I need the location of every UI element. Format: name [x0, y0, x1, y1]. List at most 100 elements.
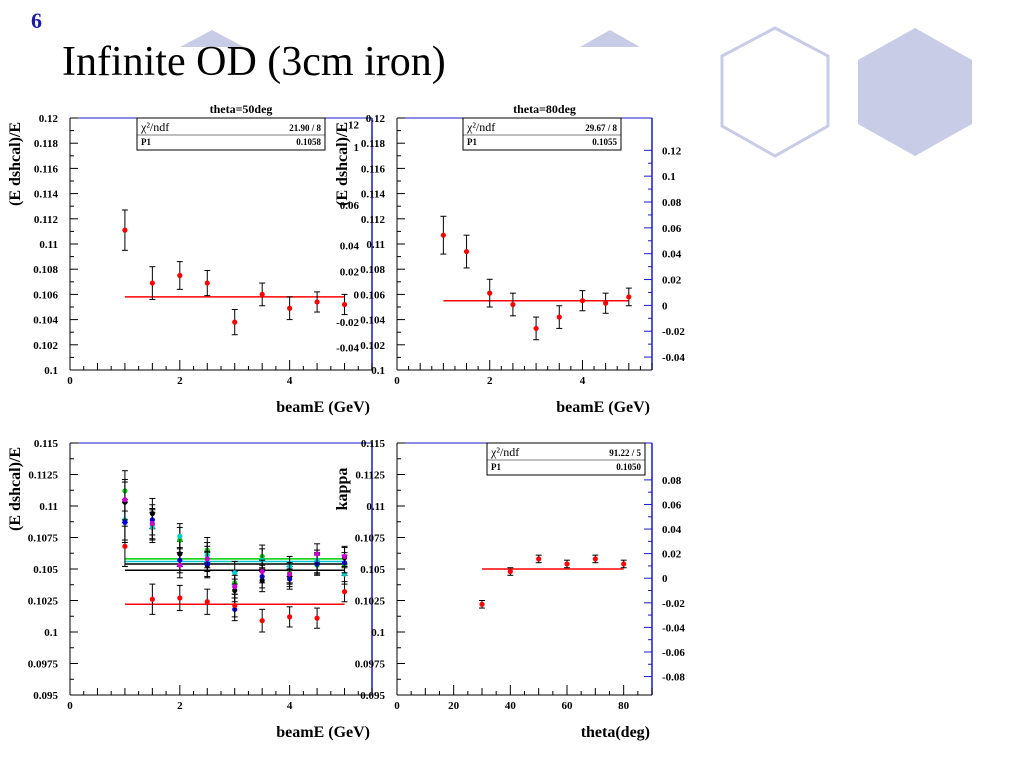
data-point — [507, 568, 513, 575]
y-tick-label: 0.102 — [360, 340, 385, 352]
data-point — [149, 521, 155, 527]
stats-value: 0.1055 — [592, 137, 617, 147]
data-point — [510, 301, 516, 308]
right-y-tick-label: 0 — [662, 573, 668, 585]
x-axis-label: beamE (GeV) — [556, 399, 650, 416]
right-y-tick-label: -0.02 — [662, 326, 685, 338]
y-tick-label: 0.0975 — [28, 659, 59, 671]
y-tick-label: 0.108 — [33, 264, 58, 276]
y-tick-label: 0.1125 — [355, 470, 385, 482]
x-tick-label: 2 — [487, 375, 493, 387]
right-y-tick-label: 0.06 — [662, 499, 682, 511]
y-tick-label: 0.12 — [366, 113, 386, 125]
x-tick-label: 4 — [287, 700, 293, 712]
data-point — [287, 571, 293, 577]
y-tick-label: 0.12 — [39, 113, 59, 125]
data-point — [579, 298, 586, 304]
data-point — [204, 556, 210, 562]
data-point — [533, 325, 539, 332]
data-point — [122, 227, 128, 233]
stats-label: P1 — [491, 462, 501, 472]
y-tick-label: 0.102 — [33, 340, 58, 352]
y-tick-label: 0.115 — [361, 438, 386, 450]
chart-title: theta=50deg — [210, 102, 273, 116]
y-tick-label: 0.1025 — [355, 596, 386, 608]
data-point — [536, 556, 542, 562]
y-tick-label: 0.105 — [33, 564, 58, 576]
y-axis-label: (E dshcal)/E — [7, 122, 24, 206]
x-axis-label: theta(deg) — [581, 724, 650, 741]
data-point — [149, 280, 155, 286]
stats-label: P1 — [467, 137, 477, 147]
y-tick-label: 0.105 — [360, 564, 385, 576]
slide-title: Infinite OD (3cm iron) — [62, 39, 446, 85]
data-point — [232, 319, 238, 325]
stats-value: 0.1058 — [296, 137, 321, 147]
slide-number: 6 — [31, 8, 42, 33]
data-point — [177, 272, 183, 279]
chart-title: theta=80deg — [513, 102, 576, 116]
overlapped-axis-label: -0.02 — [336, 317, 359, 329]
data-point — [341, 301, 348, 308]
y-tick-label: 0.1075 — [355, 533, 386, 545]
data-point — [259, 291, 265, 297]
overlapped-axis-label: 0.04 — [340, 240, 360, 252]
x-tick-label: 2 — [177, 700, 183, 712]
stats-box — [136, 117, 326, 151]
x-tick-label: 40 — [505, 700, 517, 712]
data-point — [287, 614, 293, 620]
data-point — [314, 615, 320, 621]
right-y-tick-label: 0.08 — [662, 475, 682, 487]
y-tick-label: 0.1125 — [28, 470, 58, 482]
x-tick-label: 0 — [394, 375, 400, 387]
stats-value: 21.90 / 8 — [289, 123, 321, 133]
right-y-tick-label: 0.1 — [662, 171, 676, 183]
y-tick-label: 0.116 — [361, 163, 386, 175]
data-point — [204, 599, 210, 605]
y-tick-label: 0.1075 — [28, 533, 59, 545]
y-tick-label: 0.106 — [360, 289, 385, 301]
hexagon-filled-right — [858, 28, 972, 156]
x-tick-label: 0 — [394, 700, 400, 712]
data-point — [314, 551, 320, 557]
right-y-tick-label: 0 — [662, 300, 668, 312]
right-y-tick-label: 0.08 — [662, 197, 682, 209]
y-tick-label: 0.1 — [44, 365, 58, 377]
y-tick-label: 0.104 — [33, 315, 58, 327]
y-tick-label: 0.1 — [371, 365, 385, 377]
x-axis-label: beamE (GeV) — [276, 399, 370, 416]
data-point — [232, 602, 238, 609]
data-point — [259, 618, 265, 624]
data-point — [463, 248, 470, 255]
data-point — [621, 561, 627, 567]
y-tick-label: 0.114 — [34, 189, 59, 201]
right-y-tick-label: -0.06 — [662, 647, 685, 659]
x-axis-label: beamE (GeV) — [276, 724, 370, 741]
data-point — [341, 553, 348, 560]
y-tick-label: 0.104 — [360, 315, 385, 327]
right-y-tick-label: 0.04 — [662, 249, 682, 261]
y-tick-label: 0.106 — [33, 289, 58, 301]
stats-value: 0.1050 — [616, 462, 641, 472]
x-tick-label: 2 — [177, 375, 183, 387]
y-tick-label: 0.095 — [33, 690, 58, 702]
data-point — [149, 596, 155, 602]
overlapped-axis-label: 0 — [354, 289, 360, 301]
y-tick-label: 0.1 — [371, 627, 385, 639]
y-tick-label: 0.11 — [39, 501, 58, 513]
y-tick-label: 0.1025 — [28, 596, 59, 608]
decorative-hexagons — [180, 26, 972, 158]
y-axis-label: kappa — [334, 468, 351, 511]
x-tick-label: 0 — [67, 375, 73, 387]
data-point — [341, 589, 348, 595]
y-axis-label: (E dshcal)/E — [334, 122, 351, 206]
data-point — [122, 497, 128, 503]
data-point — [556, 314, 562, 320]
right-y-tick-label: -0.08 — [662, 672, 685, 684]
y-tick-label: 0.11 — [366, 239, 385, 251]
stats-box — [486, 442, 646, 476]
y-tick-label: 0.11 — [366, 501, 385, 513]
overlapped-axis-label: 0.02 — [340, 267, 360, 279]
data-point — [232, 570, 238, 576]
